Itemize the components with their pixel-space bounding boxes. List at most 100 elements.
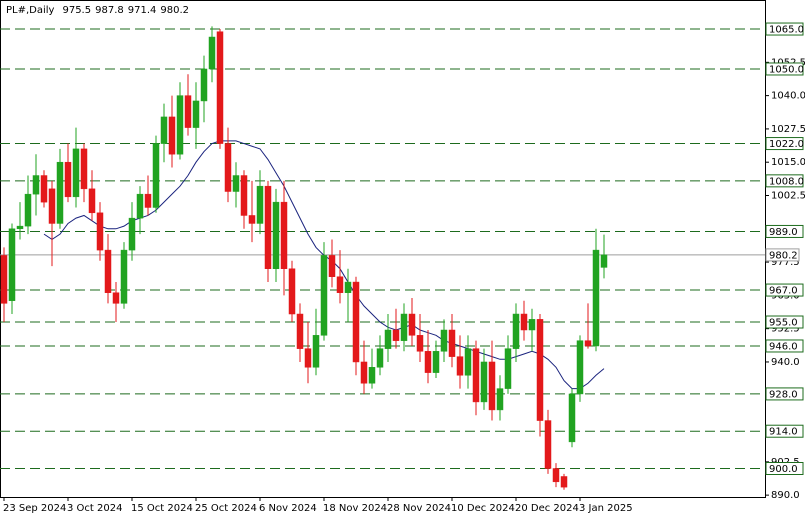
candle-body bbox=[368, 367, 376, 384]
candle-body bbox=[272, 201, 280, 269]
last-low: 971.4 bbox=[128, 5, 157, 16]
x-tick-label: 20 Dec 2024 bbox=[515, 503, 579, 514]
candle-body bbox=[504, 348, 512, 389]
candle-body bbox=[256, 185, 264, 224]
candle-body bbox=[208, 36, 216, 70]
candle-body bbox=[392, 329, 400, 341]
y-tick-label: 952.5 bbox=[771, 324, 800, 335]
candle-body bbox=[144, 193, 152, 208]
x-tick-label: 3 Jan 2025 bbox=[579, 503, 633, 514]
candle-body bbox=[360, 361, 368, 384]
candle-body bbox=[432, 351, 440, 373]
level-label-box bbox=[765, 387, 804, 401]
candle-body bbox=[184, 95, 192, 128]
candle-body bbox=[416, 335, 424, 352]
level-label: 989.0 bbox=[769, 227, 798, 238]
x-tick-label: 23 Sep 2024 bbox=[3, 503, 66, 514]
candle-body bbox=[248, 215, 256, 224]
candle-body bbox=[456, 356, 464, 376]
candle-body bbox=[240, 175, 248, 216]
candle-body bbox=[552, 468, 560, 483]
candle-body bbox=[320, 255, 328, 336]
y-tick-label: 890.0 bbox=[771, 490, 800, 501]
candle-body bbox=[152, 143, 160, 208]
x-tick-label: 18 Nov 2024 bbox=[323, 503, 387, 514]
candle-body bbox=[312, 335, 320, 368]
candle-body bbox=[48, 188, 56, 224]
y-tick-label: 1027.5 bbox=[771, 124, 805, 135]
candle-body bbox=[176, 95, 184, 155]
plot-frame bbox=[0, 0, 766, 498]
level-label: 1050.0 bbox=[769, 64, 804, 75]
candle-body bbox=[488, 361, 496, 411]
candle-body bbox=[592, 249, 600, 347]
level-label: 914.0 bbox=[769, 427, 798, 438]
candle-body bbox=[296, 313, 304, 349]
candle-body bbox=[112, 292, 120, 304]
candle-body bbox=[88, 188, 96, 214]
symbol-title: PL#,Daily bbox=[6, 5, 55, 16]
candle-body bbox=[264, 185, 272, 269]
candle-body bbox=[8, 228, 16, 301]
candle-body bbox=[448, 329, 456, 357]
candle-body bbox=[384, 329, 392, 349]
level-label-box bbox=[765, 137, 804, 151]
candle-body bbox=[344, 281, 352, 293]
candle-body bbox=[160, 116, 168, 144]
candle-body bbox=[440, 329, 448, 352]
candle-body bbox=[136, 193, 144, 219]
candle-body bbox=[336, 276, 344, 293]
candle-body bbox=[224, 143, 232, 192]
candle-body bbox=[560, 476, 568, 488]
candle-body bbox=[584, 340, 592, 347]
candle-body bbox=[536, 319, 544, 421]
x-tick-label: 10 Dec 2024 bbox=[451, 503, 515, 514]
candle-body bbox=[352, 281, 360, 363]
candle-body bbox=[408, 313, 416, 336]
candle-body bbox=[512, 313, 520, 349]
candle-body bbox=[568, 393, 576, 443]
x-tick-label: 15 Oct 2024 bbox=[131, 503, 193, 514]
candle-body bbox=[104, 249, 112, 293]
candle-body bbox=[376, 348, 384, 368]
last-close: 980.2 bbox=[160, 5, 189, 16]
candle-body bbox=[232, 175, 240, 192]
candle-body bbox=[64, 161, 72, 198]
level-label: 928.0 bbox=[769, 389, 798, 400]
level-label-box bbox=[765, 339, 804, 353]
level-label-box bbox=[765, 424, 804, 438]
candle-body bbox=[0, 255, 8, 304]
x-tick-label: 6 Nov 2024 bbox=[259, 503, 317, 514]
candle-body bbox=[200, 68, 208, 102]
level-label: 967.0 bbox=[769, 286, 798, 297]
candle-body bbox=[40, 175, 48, 203]
candle-body bbox=[16, 225, 24, 230]
level-label: 1065.0 bbox=[769, 25, 804, 36]
level-label-box bbox=[765, 174, 804, 188]
y-tick-label: 1040.0 bbox=[771, 91, 805, 102]
candle-body bbox=[96, 212, 104, 251]
candle-body bbox=[576, 340, 584, 395]
candle-body bbox=[288, 268, 296, 315]
y-tick-label: 1015.0 bbox=[771, 157, 805, 168]
last-high: 987.8 bbox=[95, 5, 124, 16]
candle-body bbox=[56, 161, 64, 224]
level-label: 1022.0 bbox=[769, 139, 804, 150]
candle-body bbox=[304, 348, 312, 368]
x-tick-label: 3 Oct 2024 bbox=[67, 503, 122, 514]
candle-body bbox=[216, 31, 224, 144]
x-tick-label: 28 Nov 2024 bbox=[387, 503, 451, 514]
candle-body bbox=[496, 388, 504, 411]
candle-body bbox=[544, 420, 552, 469]
level-label-box bbox=[765, 462, 804, 476]
candle-body bbox=[328, 255, 336, 277]
y-tick-label: 977.5 bbox=[771, 257, 800, 268]
level-label: 955.0 bbox=[769, 318, 798, 329]
candle-body bbox=[24, 193, 32, 227]
level-label-box bbox=[765, 22, 804, 36]
candle-body bbox=[72, 148, 80, 198]
candle-body bbox=[480, 361, 488, 403]
current-price-label: 980.2 bbox=[769, 250, 798, 261]
candle-body bbox=[168, 116, 176, 155]
